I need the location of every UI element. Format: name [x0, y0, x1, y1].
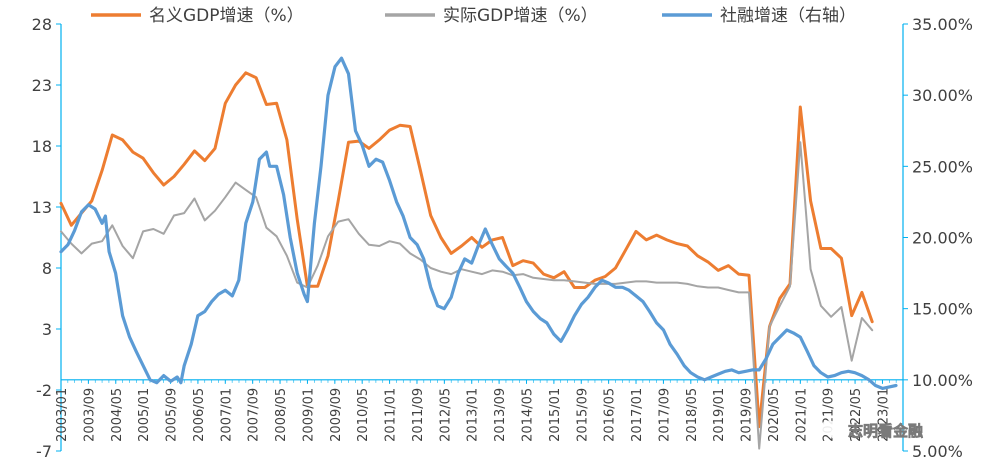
left-tick-label: 13 — [32, 198, 52, 217]
x-tick-label: 2004/05 — [110, 388, 125, 442]
left-tick-label: 18 — [32, 137, 52, 156]
series-line-2 — [60, 141, 874, 450]
x-tick-label: 2007/09 — [247, 388, 262, 442]
legend: 名义GDP增速（%） 实际GDP增速（%） 社融增速（右轴） — [91, 6, 856, 26]
x-axis-ticks: 2003/01 2003/09 2004/05 2005/01 2005/09 2006/… — [55, 379, 897, 442]
x-tick-label: 2011/09 — [411, 388, 426, 442]
x-tick-label: 2008/05 — [274, 388, 289, 442]
x-tick-label: 2015/09 — [575, 388, 590, 442]
x-tick-label: 2023/01 — [876, 388, 891, 442]
legend-label-1: 名义GDP增速（%） — [149, 6, 304, 26]
x-tick-label: 2022/05 — [849, 388, 864, 442]
series-layer — [59, 56, 898, 450]
left-tick-label: 8 — [42, 259, 52, 278]
x-tick-label: 2012/05 — [438, 388, 453, 442]
x-tick-label: 2005/09 — [165, 388, 180, 442]
x-tick-label: 2003/01 — [55, 388, 70, 442]
right-tick-label: 25.00% — [912, 157, 973, 176]
right-axis-ticks: 35.00% 30.00% 25.00% 20.00% 15.00% 10.00% 5.00… — [903, 15, 973, 461]
x-tick-label: 2005/01 — [137, 388, 152, 442]
x-tick-label: 2009/01 — [301, 388, 316, 442]
left-tick-label: -7 — [36, 442, 52, 461]
right-tick-label: 30.00% — [912, 86, 973, 105]
x-tick-label: 2018/05 — [685, 388, 700, 442]
x-tick-label: 2013/01 — [466, 388, 481, 442]
x-tick-label: 2016/05 — [603, 388, 618, 442]
left-axis-ticks: 28 23 18 13 8 3 -2 -7 — [32, 15, 61, 461]
x-tick-label: 2013/09 — [493, 388, 508, 442]
x-tick-label: 2020/05 — [767, 388, 782, 442]
x-tick-label: 2011/01 — [384, 388, 399, 442]
x-tick-label: 2019/09 — [740, 388, 755, 442]
right-tick-label: 10.00% — [912, 371, 973, 390]
right-tick-label: 5.00% — [912, 442, 963, 461]
left-tick-label: 28 — [32, 15, 52, 34]
x-tick-label: 2017/09 — [657, 388, 672, 442]
series-line-3 — [59, 56, 898, 390]
x-tick-label: 2014/05 — [520, 388, 535, 442]
legend-label-3: 社融增速（右轴） — [720, 6, 856, 26]
x-tick-label: 2017/01 — [630, 388, 645, 442]
right-tick-label: 35.00% — [912, 15, 973, 34]
left-tick-label: 23 — [32, 76, 52, 95]
left-tick-label: 3 — [42, 320, 52, 339]
right-tick-label: 20.00% — [912, 229, 973, 248]
x-tick-label: 2003/09 — [82, 388, 97, 442]
wechat-icon-bubble — [830, 427, 846, 441]
legend-label-2: 实际GDP增速（%） — [443, 6, 598, 26]
x-tick-label: 2009/09 — [329, 388, 344, 442]
x-tick-label: 2021/01 — [794, 388, 809, 442]
watermark: 志明看金融 — [820, 420, 923, 441]
x-tick-label: 2007/01 — [219, 388, 234, 442]
x-tick-label: 2010/05 — [356, 388, 371, 442]
left-tick-label: -2 — [36, 381, 52, 400]
x-tick-label: 2006/05 — [192, 388, 207, 442]
x-tick-label: 2015/01 — [548, 388, 563, 442]
right-tick-label: 15.00% — [912, 300, 973, 319]
x-tick-label: 2019/01 — [712, 388, 727, 442]
watermark-text: 志明看金融 — [848, 422, 923, 440]
series-line-1 — [59, 71, 874, 429]
